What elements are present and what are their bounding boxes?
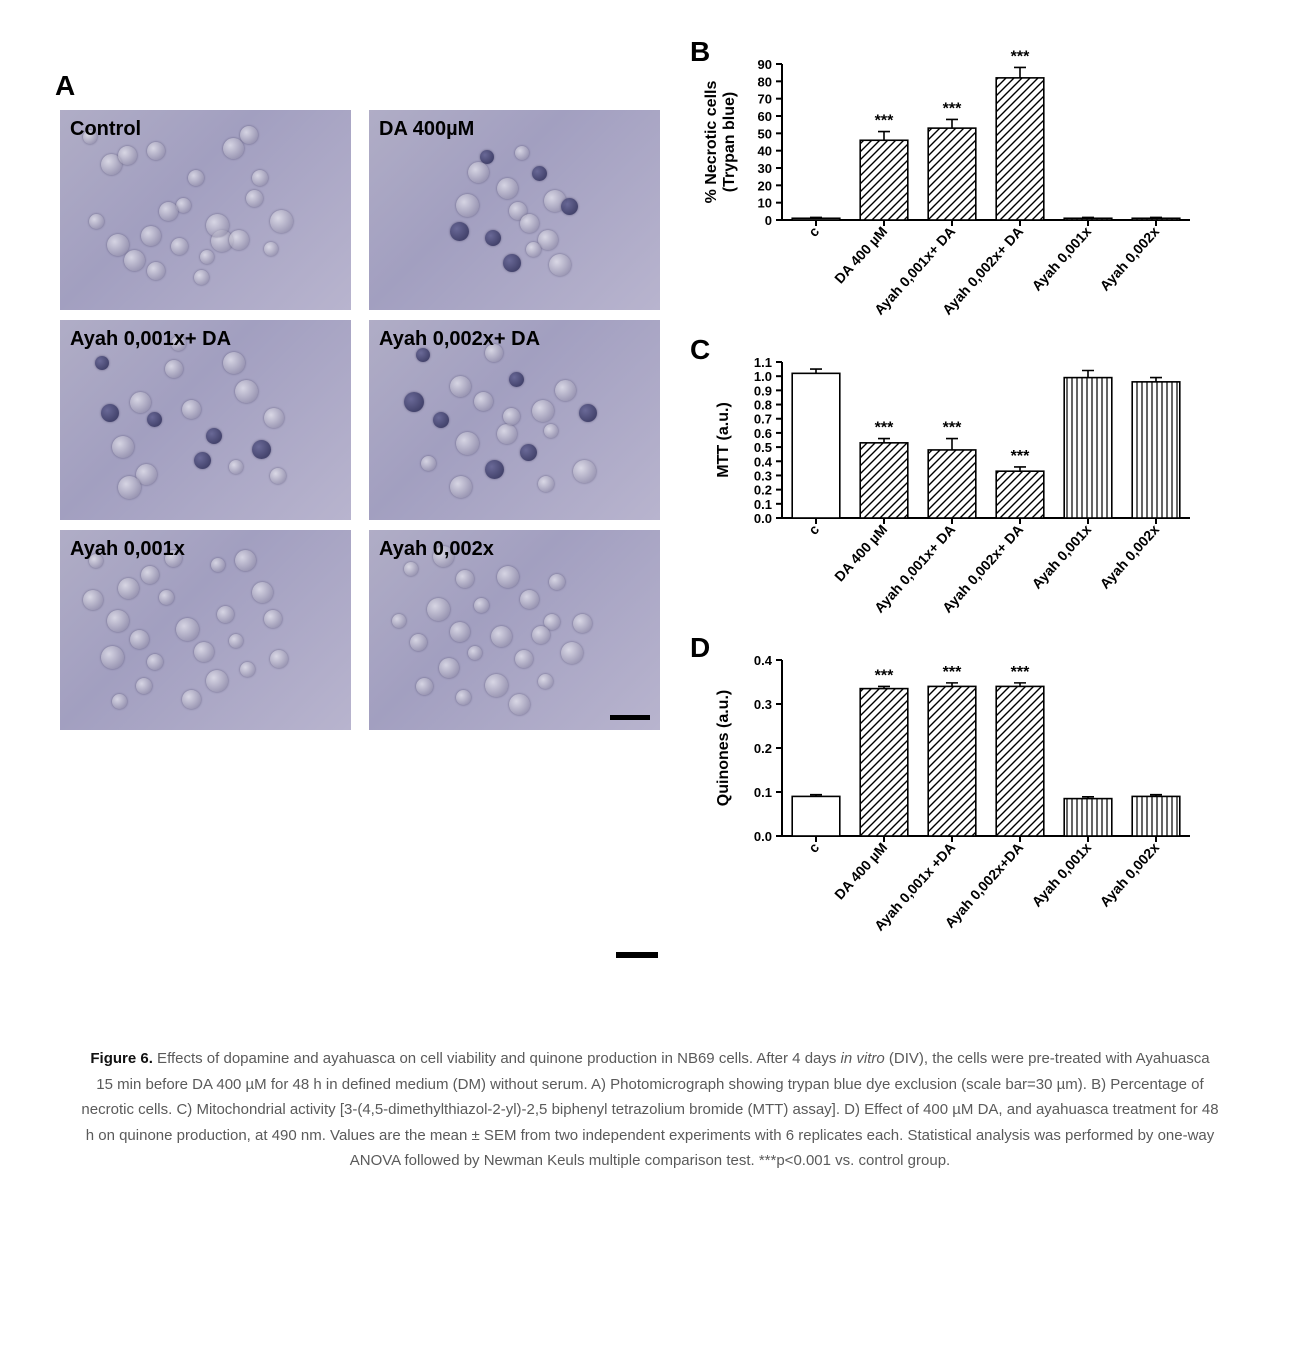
micrograph: Ayah 0,002x [369,530,660,730]
caption-title: Figure 6. [90,1050,153,1067]
svg-text:DA 400 µM: DA 400 µM [831,839,890,902]
svg-text:Ayah 0,002x: Ayah 0,002x [1097,223,1163,294]
micrograph: Ayah 0,001x [60,530,351,730]
svg-text:90: 90 [758,57,772,72]
figure-6: A ControlDA 400µMAyah 0,001x+ DAAyah 0,0… [60,40,1240,1174]
svg-text:***: *** [943,664,962,681]
panel-a-letter: A [55,70,75,102]
micrograph-label: Ayah 0,002x [379,538,494,561]
panel-d-block: D 0.00.10.20.30.4Quinones (a.u.)c***DA 4… [700,636,1240,956]
panel-c-block: C 0.00.10.20.30.40.50.60.70.80.91.01.1MT… [700,338,1240,628]
caption-text-1: Effects of dopamine and ayahuasca on cel… [153,1050,841,1067]
svg-text:Ayah 0,001x: Ayah 0,001x [1029,521,1095,592]
svg-text:0.3: 0.3 [754,468,772,483]
svg-text:0.5: 0.5 [754,440,772,455]
svg-text:0.8: 0.8 [754,398,772,413]
caption-text-2: (DIV), the cells were pre-treated with A… [81,1050,1218,1169]
svg-text:c: c [805,839,822,856]
micrograph: Ayah 0,002x+ DA [369,320,660,520]
micrograph-label: Ayah 0,001x [70,538,185,561]
micrograph-grid: Control DA 400µM Ayah 0,001x+ DA Ayah 0,002… [60,110,660,730]
svg-text:1.1: 1.1 [754,355,772,370]
micrograph: DA 400µM [369,110,660,310]
svg-text:10: 10 [758,196,772,211]
svg-text:***: *** [943,420,962,437]
svg-text:0.0: 0.0 [754,511,772,526]
svg-text:70: 70 [758,92,772,107]
svg-text:0.1: 0.1 [754,785,772,800]
svg-text:***: *** [875,667,894,684]
svg-text:DA 400 µM: DA 400 µM [831,223,890,286]
svg-text:0.7: 0.7 [754,412,772,427]
svg-text:40: 40 [758,144,772,159]
svg-text:***: *** [943,100,962,117]
svg-text:Ayah 0,002x: Ayah 0,002x [1097,839,1163,910]
panel-d-chart: 0.0 0.1 0.2 0.3 0.4 Quinones (a.u.) c *** DA 400… [700,636,1200,956]
svg-text:0: 0 [765,213,772,228]
svg-text:0.9: 0.9 [754,383,772,398]
svg-text:20: 20 [758,178,772,193]
micrograph-label: Control [70,118,141,141]
svg-text:***: *** [1011,448,1030,465]
panel-a: A ControlDA 400µMAyah 0,001x+ DAAyah 0,0… [60,40,660,956]
svg-text:% Necrotic cells(Trypan blue): % Necrotic cells(Trypan blue) [703,81,738,204]
svg-text:0.2: 0.2 [754,741,772,756]
svg-text:0.4: 0.4 [754,653,773,668]
panel-c-chart: 0.00.10.20.30.40.50.60.70.80.91.01.1 MTT … [700,338,1200,628]
panel-d-letter: D [690,632,710,664]
micrograph-label: Ayah 0,002x+ DA [379,328,540,351]
svg-text:***: *** [875,113,894,130]
svg-text:0.2: 0.2 [754,483,772,498]
micrograph-label: Ayah 0,001x+ DA [70,328,231,351]
svg-text:DA 400 µM: DA 400 µM [831,521,890,584]
micrograph: Control [60,110,351,310]
panels-row: A ControlDA 400µMAyah 0,001x+ DAAyah 0,0… [60,40,1240,956]
svg-text:50: 50 [758,126,772,141]
svg-text:Ayah 0,001x: Ayah 0,001x [1029,223,1095,294]
svg-text:30: 30 [758,161,772,176]
svg-text:0.0: 0.0 [754,829,772,844]
svg-text:0.4: 0.4 [754,454,773,469]
panel-c-letter: C [690,334,710,366]
svg-text:Quinones (a.u.): Quinones (a.u.) [715,690,732,806]
svg-text:80: 80 [758,74,772,89]
svg-text:0.6: 0.6 [754,426,772,441]
scale-bar [610,715,650,720]
caption-italic: in vitro [841,1050,885,1067]
svg-text:Ayah 0,001x: Ayah 0,001x [1029,839,1095,910]
svg-text:0.1: 0.1 [754,497,772,512]
svg-text:MTT (a.u.): MTT (a.u.) [715,402,732,478]
panel-b-block: B 0102030405060708090% Necrotic cells(Tr… [700,40,1240,330]
micrograph: Ayah 0,001x+ DA [60,320,351,520]
svg-text:c: c [805,521,822,538]
charts-column: B 0102030405060708090% Necrotic cells(Tr… [700,40,1240,956]
panel-b-chart: 0 10 20 30 40 50 60 70 80 90 % Necrotic cells(Tryp… [700,40,1200,330]
svg-text:1.0: 1.0 [754,369,772,384]
svg-text:60: 60 [758,109,772,124]
figure-caption: Figure 6. Effects of dopamine and ayahua… [60,1046,1240,1174]
panel-b-letter: B [690,36,710,68]
svg-text:***: *** [1011,664,1030,681]
micrograph-label: DA 400µM [379,118,474,141]
svg-text:***: *** [875,420,894,437]
svg-text:Ayah 0,002x: Ayah 0,002x [1097,521,1163,592]
svg-text:***: *** [1011,48,1030,65]
svg-text:c: c [805,223,822,240]
scale-bar [616,952,658,958]
svg-text:0.3: 0.3 [754,697,772,712]
